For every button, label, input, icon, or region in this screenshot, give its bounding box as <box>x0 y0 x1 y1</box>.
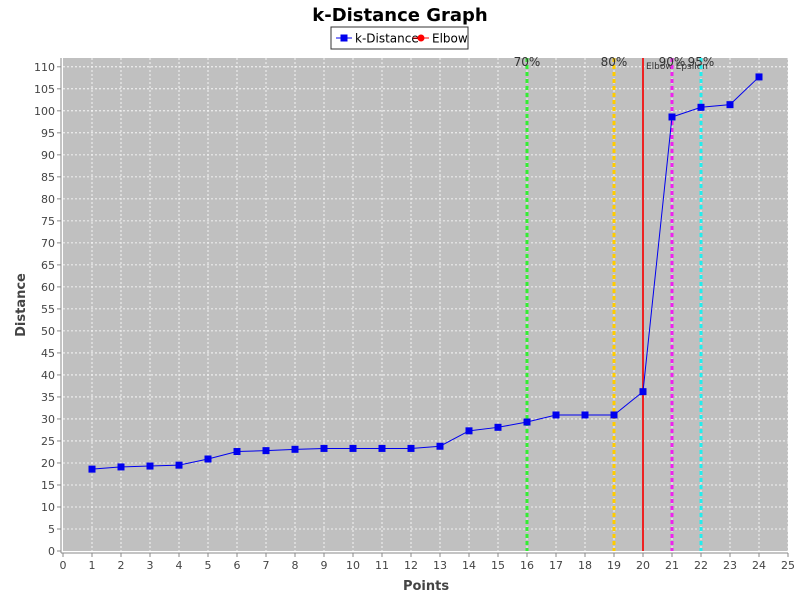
data-point <box>639 388 647 396</box>
x-tick-label: 3 <box>147 559 154 572</box>
axes: 0 1 2 3 4 5 6 7 8 9 10 11 12 13 14 15 16 17 18 19 20 21 22 23 24… <box>34 58 795 572</box>
data-point <box>349 444 357 452</box>
grid <box>63 58 789 551</box>
plot-area <box>63 58 788 551</box>
x-tick-label: 20 <box>636 559 650 572</box>
y-tick-label: 20 <box>41 457 55 470</box>
data-point <box>465 427 473 435</box>
y-tick-label: 100 <box>34 105 55 118</box>
data-point <box>291 445 299 453</box>
x-tick-label: 2 <box>118 559 125 572</box>
reference-line-label: 80% <box>601 55 628 69</box>
y-tick-label: 85 <box>41 171 55 184</box>
y-tick-label: 95 <box>41 127 55 140</box>
x-tick-label: 1 <box>89 559 96 572</box>
y-tick-label: 35 <box>41 391 55 404</box>
x-tick-label: 6 <box>234 559 241 572</box>
x-tick-label: 9 <box>321 559 328 572</box>
reference-line-label: 95% <box>688 55 715 69</box>
x-tick-label: 5 <box>205 559 212 572</box>
series-layer <box>88 73 763 473</box>
data-point <box>436 442 444 450</box>
y-tick-label: 15 <box>41 479 55 492</box>
legend-swatch-circle <box>417 34 425 42</box>
x-tick-label: 15 <box>491 559 505 572</box>
y-tick-label: 90 <box>41 149 55 162</box>
data-point <box>581 411 589 419</box>
y-tick-label: 45 <box>41 347 55 360</box>
legend-box <box>330 26 469 50</box>
reference-line-label: 70% <box>514 55 541 69</box>
x-tick-label: 8 <box>292 559 299 572</box>
x-axis-label: Points <box>403 579 449 594</box>
x-tick-label: 4 <box>176 559 183 572</box>
x-tick-label: 0 <box>60 559 67 572</box>
x-tick-label: 7 <box>263 559 270 572</box>
data-point <box>755 73 763 81</box>
legend-swatch-square <box>340 34 348 42</box>
data-point <box>726 101 734 109</box>
y-tick-label: 105 <box>34 83 55 96</box>
data-point <box>523 418 531 426</box>
x-tick-label: 12 <box>404 559 418 572</box>
data-point <box>552 411 560 419</box>
x-tick-label: 19 <box>607 559 621 572</box>
data-point <box>204 455 212 463</box>
x-tick-label: 13 <box>433 559 447 572</box>
y-tick-label: 70 <box>41 237 55 250</box>
legend-label: Elbow <box>432 32 468 46</box>
y-tick-label: 50 <box>41 325 55 338</box>
data-point <box>233 448 241 456</box>
data-point <box>262 447 270 455</box>
data-point <box>610 411 618 419</box>
data-point <box>697 103 705 111</box>
y-tick-label: 60 <box>41 281 55 294</box>
y-tick-label: 65 <box>41 259 55 272</box>
x-tick-label: 21 <box>665 559 679 572</box>
x-tick-label: 16 <box>520 559 534 572</box>
data-point <box>117 463 125 471</box>
x-tick-label: 11 <box>375 559 389 572</box>
data-point <box>146 462 154 470</box>
data-point <box>320 444 328 452</box>
reference-line-label: Elbow Epsilon <box>646 62 708 72</box>
y-tick-label: 30 <box>41 413 55 426</box>
x-tick-label: 23 <box>723 559 737 572</box>
data-point <box>378 444 386 452</box>
data-point <box>407 444 415 452</box>
data-point <box>668 113 676 121</box>
x-tick-label: 14 <box>462 559 476 572</box>
x-tick-label: 22 <box>694 559 708 572</box>
y-tick-label: 80 <box>41 193 55 206</box>
y-tick-label: 5 <box>48 523 55 536</box>
y-tick-label: 110 <box>34 61 55 74</box>
reference-line-label: 90% <box>659 55 686 69</box>
data-point <box>494 423 502 431</box>
legend-label: k-Distance <box>355 32 419 46</box>
y-tick-label: 55 <box>41 303 55 316</box>
y-axis-label: Distance <box>14 273 29 337</box>
series-line <box>91 76 760 470</box>
legend: k-Distance Elbow <box>330 26 469 50</box>
data-point <box>175 461 183 469</box>
data-point <box>88 465 96 473</box>
y-tick-label: 0 <box>48 545 55 558</box>
x-tick-label: 25 <box>781 559 795 572</box>
x-tick-label: 18 <box>578 559 592 572</box>
y-tick-label: 75 <box>41 215 55 228</box>
chart-title: k-Distance Graph <box>312 5 487 26</box>
y-tick-label: 40 <box>41 369 55 382</box>
x-tick-label: 24 <box>752 559 766 572</box>
y-tick-label: 25 <box>41 435 55 448</box>
y-tick-label: 10 <box>41 501 55 514</box>
x-tick-label: 17 <box>549 559 563 572</box>
x-tick-label: 10 <box>346 559 360 572</box>
